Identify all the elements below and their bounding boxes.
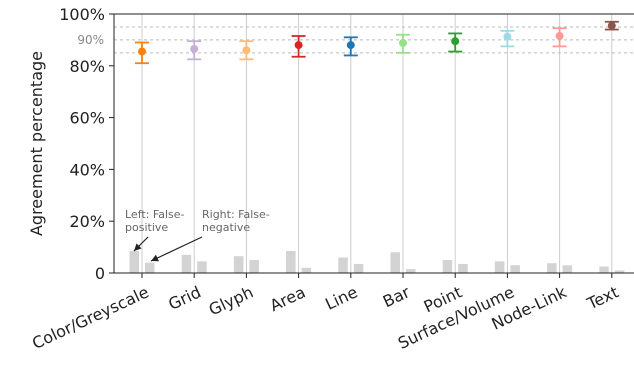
data-point <box>399 39 407 48</box>
x-tick-label: Area <box>267 282 308 315</box>
data-point <box>294 41 303 50</box>
y-tick-label: 20% <box>69 212 105 231</box>
data-point <box>346 41 355 50</box>
false-positive-bar <box>390 252 400 273</box>
false-positive-bar <box>233 256 244 273</box>
false-positive-bar <box>442 260 453 273</box>
annotation-line: Right: False- <box>202 208 270 221</box>
false-negative-bar <box>249 260 259 273</box>
false-positive-bar <box>286 250 296 273</box>
annotation-text: Left: False-positive <box>125 208 185 234</box>
false-positive-bar <box>181 254 192 273</box>
data-point <box>503 32 512 41</box>
y-tick-label: 40% <box>69 160 105 179</box>
data-point <box>607 21 616 30</box>
data-point <box>242 46 251 55</box>
x-tick-label: Bar <box>380 282 413 311</box>
y-tick-label: 0 <box>95 264 105 283</box>
y-tick-label: 60% <box>69 109 105 128</box>
annotation-text: Right: False-negative <box>202 208 270 234</box>
error-bars <box>135 20 619 65</box>
annotation-arrow-left <box>133 236 149 252</box>
bars <box>129 250 625 273</box>
x-tick-label: Glyph <box>206 282 256 319</box>
false-positive-bar <box>129 250 139 273</box>
y-tick-label: 80% <box>69 57 105 76</box>
false-negative-bar <box>510 265 520 273</box>
axes: 0 20% 40% 60% 80% 100% Color/Greyscale Grid Glyp… <box>29 5 634 353</box>
data-point <box>138 47 146 56</box>
annotation-line: positive <box>125 221 168 234</box>
false-positive-bar <box>494 261 505 273</box>
y-axis-label: Agreement percentage <box>27 51 46 236</box>
annotation-line: negative <box>202 221 250 234</box>
x-tick-label: Line <box>322 282 360 313</box>
annotation-line: Left: False- <box>125 208 185 221</box>
false-negative-bar <box>614 270 625 273</box>
false-positive-bar <box>338 257 348 273</box>
annotations: Left: False-positive Right: False-negativ… <box>125 208 270 262</box>
annotation-arrow-right <box>150 236 203 262</box>
false-negative-bar <box>145 262 155 273</box>
x-tick-label: Text <box>583 282 621 313</box>
data-point <box>190 44 199 53</box>
data-point <box>451 37 460 46</box>
false-negative-bar <box>406 269 416 273</box>
false-negative-bar <box>353 263 364 273</box>
reference-lines: 90% <box>77 26 634 54</box>
x-tick-label: Color/Greyscale <box>29 282 152 353</box>
false-negative-bar <box>197 261 207 273</box>
false-negative-bar <box>301 267 312 273</box>
x-tick-label: Grid <box>165 282 203 313</box>
false-positive-bar <box>547 263 557 273</box>
false-negative-bar <box>562 265 573 273</box>
y-tick-label: 100% <box>59 5 105 24</box>
false-positive-bar <box>599 266 609 273</box>
false-negative-bar <box>458 263 468 273</box>
reference-line-label: 90% <box>77 33 104 47</box>
data-point <box>555 32 564 41</box>
